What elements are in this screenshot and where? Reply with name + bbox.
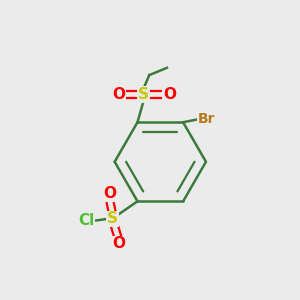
Text: Cl: Cl xyxy=(78,213,94,228)
Text: Br: Br xyxy=(198,112,215,126)
Text: O: O xyxy=(112,236,125,251)
Text: S: S xyxy=(138,87,149,102)
Text: O: O xyxy=(163,87,176,102)
Text: O: O xyxy=(112,87,125,102)
Text: O: O xyxy=(103,186,116,201)
Text: S: S xyxy=(107,212,118,226)
